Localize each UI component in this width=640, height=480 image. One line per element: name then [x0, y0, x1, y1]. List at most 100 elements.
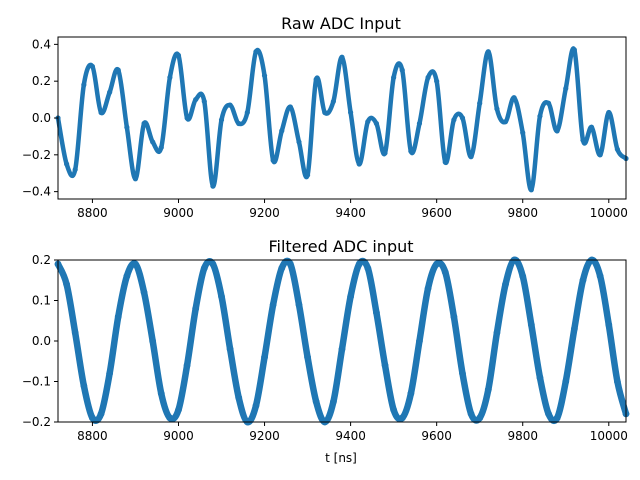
- raw-adc-data-point: [244, 109, 250, 116]
- filtered-adc-data-point: [192, 305, 200, 312]
- raw-adc-data-point: [296, 139, 302, 145]
- filtered-adc-y-tick-label: −0.1: [22, 375, 51, 389]
- raw-adc-data-point: [279, 128, 285, 134]
- raw-adc-data-point: [520, 130, 526, 136]
- filtered-adc-data-point: [613, 378, 621, 385]
- filtered-adc-y-tick-label: −0.2: [22, 415, 51, 429]
- raw-adc-data-point: [339, 54, 345, 60]
- filtered-adc-data-point: [295, 301, 303, 308]
- raw-adc-data-point: [382, 150, 388, 156]
- filtered-adc-data-point: [459, 370, 466, 377]
- filtered-adc-data-point: [450, 313, 458, 321]
- raw-adc-data-point: [537, 113, 543, 119]
- raw-adc-data-point: [158, 144, 164, 151]
- filtered-adc-x-tick-label: 9200: [249, 429, 280, 443]
- filtered-adc-panel: Filtered ADC input 8800 9000 9200 9400 9600 9…: [22, 237, 630, 465]
- filtered-adc-data-point: [347, 293, 355, 300]
- raw-adc-data-point: [236, 120, 242, 127]
- raw-adc-data-point: [442, 159, 448, 165]
- raw-adc-data-point: [132, 176, 139, 182]
- filtered-adc-data-point: [519, 272, 527, 280]
- raw-adc-data-point: [373, 120, 380, 127]
- filtered-adc-data-point: [123, 272, 131, 280]
- raw-adc-data-point: [72, 166, 78, 173]
- filtered-adc-y-tick-label: 0.0: [32, 334, 51, 348]
- filtered-adc-data-point: [476, 414, 484, 422]
- raw-adc-data-point: [304, 172, 311, 178]
- raw-adc-data-point: [425, 74, 431, 81]
- filtered-adc-data-point: [381, 361, 389, 369]
- filtered-adc-data-point: [114, 313, 122, 321]
- raw-adc-x-tick-label: 9200: [249, 206, 280, 220]
- filtered-adc-title: Filtered ADC input: [268, 237, 413, 256]
- filtered-adc-data-point: [89, 414, 96, 422]
- filtered-adc-data-point: [80, 382, 88, 389]
- filtered-adc-data-point: [364, 264, 372, 272]
- raw-adc-x-tick-label: 9400: [335, 206, 366, 220]
- filtered-adc-data-point: [166, 414, 174, 422]
- raw-adc-data-point: [175, 52, 182, 59]
- raw-adc-data-point: [468, 154, 474, 160]
- raw-adc-y-tick-label: −0.2: [22, 148, 51, 162]
- filtered-adc-data-point: [398, 414, 406, 422]
- raw-adc-data-point: [477, 100, 483, 106]
- filtered-adc-data-point: [63, 280, 71, 288]
- raw-adc-data-point: [218, 117, 225, 123]
- raw-adc-markers: [55, 46, 629, 193]
- raw-adc-data-point: [167, 74, 173, 81]
- filtered-adc-data-point: [527, 321, 535, 329]
- raw-adc-data-point: [107, 89, 113, 95]
- filtered-adc-markers: [54, 256, 630, 426]
- raw-adc-data-point: [356, 161, 362, 167]
- filtered-adc-x-tick-label: 9000: [163, 429, 194, 443]
- raw-adc-data-point: [614, 146, 620, 152]
- filtered-adc-data-point: [373, 309, 380, 317]
- raw-adc-data-point: [261, 73, 268, 79]
- raw-adc-data-point: [485, 49, 491, 55]
- filtered-adc-data-point: [261, 353, 268, 361]
- filtered-adc-data-point: [562, 378, 570, 385]
- raw-adc-data-point: [348, 109, 354, 116]
- raw-adc-data-point: [563, 85, 569, 92]
- raw-adc-data-point: [597, 152, 603, 158]
- raw-adc-data-point: [434, 78, 440, 84]
- raw-adc-x-tick-label: 9000: [163, 206, 194, 220]
- raw-adc-data-point: [322, 109, 328, 116]
- filtered-adc-data-point: [484, 386, 492, 393]
- raw-adc-data-point: [580, 137, 586, 143]
- raw-adc-data-point: [606, 109, 612, 116]
- x-axis-label: t [ns]: [325, 451, 357, 465]
- raw-adc-data-point: [124, 124, 130, 130]
- filtered-adc-data-point: [433, 260, 441, 268]
- raw-adc-x-tick-label: 8800: [77, 206, 108, 220]
- filtered-adc-data-point: [183, 361, 191, 369]
- filtered-adc-data-point: [304, 353, 311, 361]
- filtered-adc-x-tick-label: 9400: [335, 429, 366, 443]
- raw-adc-x-tick-label: 9600: [421, 206, 452, 220]
- raw-adc-data-point: [89, 63, 96, 70]
- raw-adc-data-point: [588, 124, 595, 130]
- filtered-adc-data-point: [149, 337, 157, 345]
- filtered-adc-data-point: [286, 260, 294, 268]
- raw-adc-data-point: [528, 187, 534, 193]
- raw-adc-data-point: [193, 96, 199, 103]
- raw-adc-data-point: [365, 119, 371, 125]
- raw-adc-data-point: [571, 47, 577, 53]
- filtered-adc-x-tick-label: 10000: [590, 429, 628, 443]
- raw-adc-data-point: [184, 115, 190, 121]
- filtered-adc-data-point: [441, 268, 449, 276]
- filtered-adc-data-point: [467, 410, 475, 418]
- filtered-adc-data-point: [545, 410, 552, 418]
- filtered-adc-data-point: [71, 329, 79, 337]
- filtered-adc-data-point: [605, 321, 613, 329]
- filtered-adc-data-point: [278, 264, 286, 272]
- raw-adc-data-point: [554, 128, 560, 134]
- raw-adc-y-tick-label: −0.4: [22, 185, 51, 199]
- filtered-adc-y-tick-label: 0.1: [32, 294, 51, 308]
- raw-adc-data-point: [391, 74, 397, 81]
- filtered-adc-data-point: [390, 406, 398, 414]
- raw-adc-data-point: [64, 161, 70, 167]
- raw-adc-data-point: [287, 104, 293, 110]
- filtered-adc-data-point: [416, 337, 423, 345]
